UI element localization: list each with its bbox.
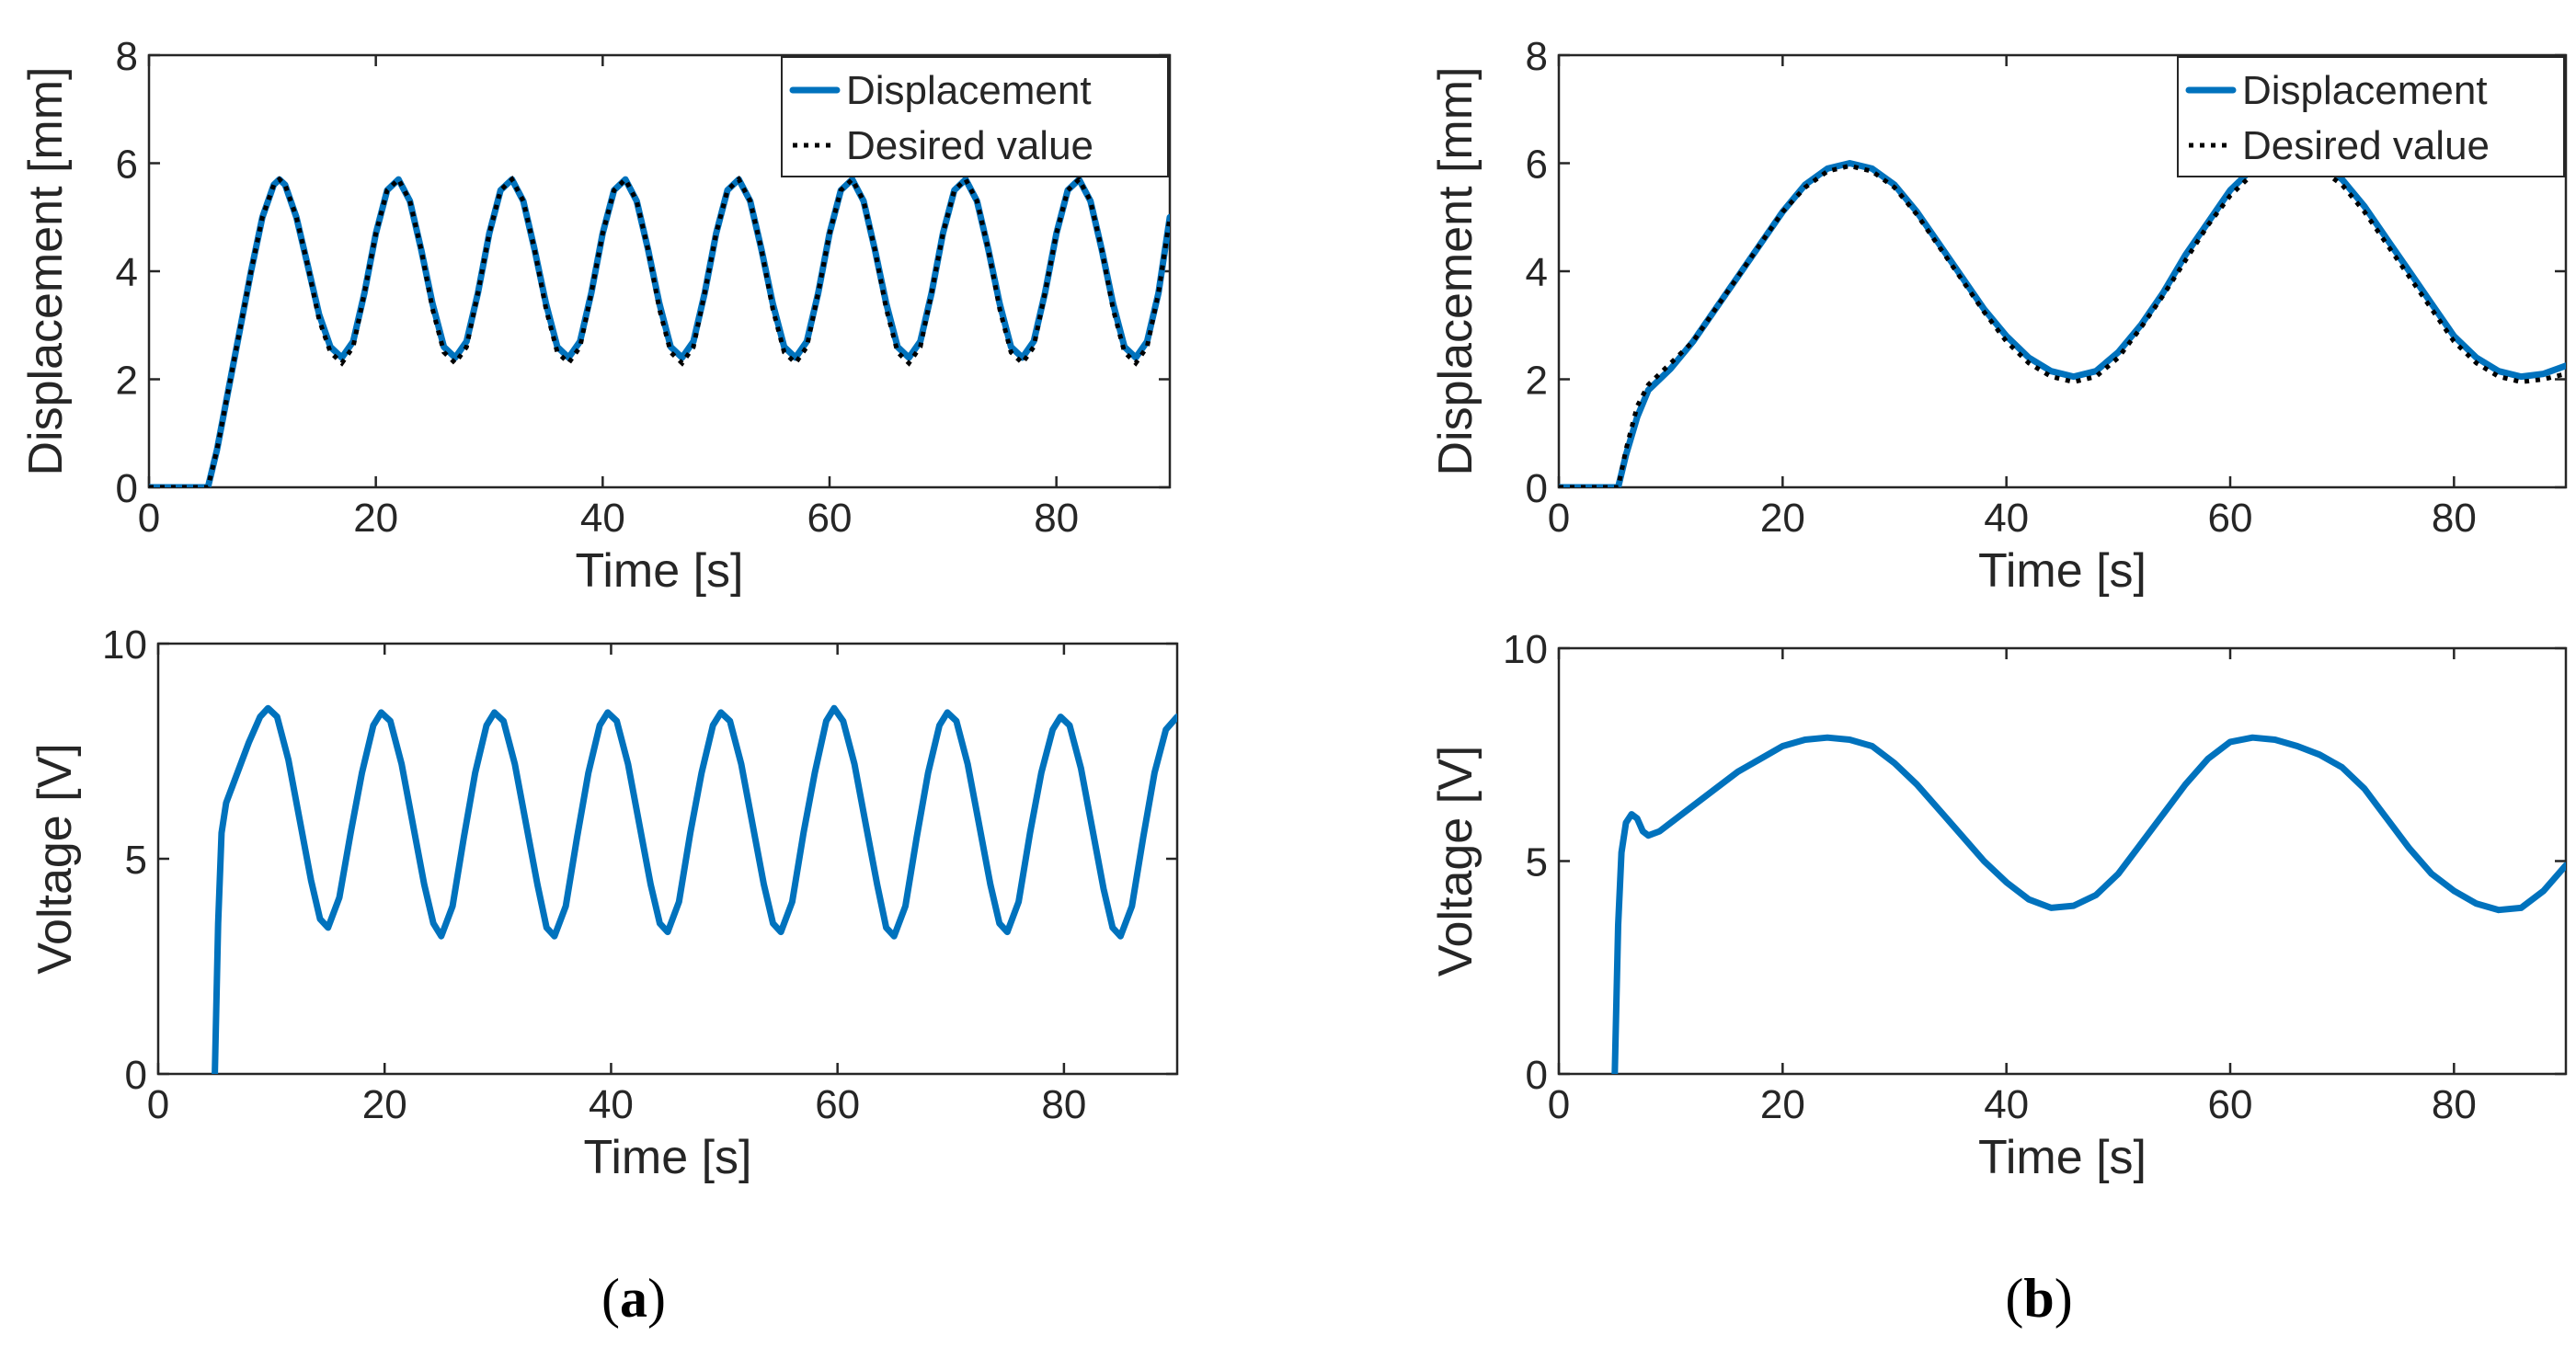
a-top-series-desired-value-line	[149, 175, 1170, 487]
b-top-x-tick-label: 80	[2432, 496, 2477, 541]
chart-b-top: 0 20 40 60 80 0 2 4 6 8 Time [s] Displacement [mm] D…	[1429, 34, 2568, 598]
b-bottom-series-voltage-line	[1611, 734, 2566, 1074]
a-top-x-tick-label: 20	[353, 496, 398, 541]
b-top-legend-label-displacement: Displacement	[2242, 68, 2488, 113]
a-bottom-x-axis-label: Time [s]	[584, 1131, 752, 1184]
a-bottom-x-tick-label: 0	[147, 1082, 169, 1127]
panel-label-b: (b)	[2005, 1268, 2072, 1329]
b-bottom-x-tick-label: 20	[1760, 1082, 1805, 1127]
b-top-legend-label-desired-value: Desired value	[2242, 123, 2490, 168]
a-top-y-tick-label: 8	[116, 34, 138, 79]
a-bottom-series-voltage-line	[212, 704, 1177, 1074]
a-top-legend-label-displacement: Displacement	[846, 68, 1092, 113]
b-top-x-tick-label: 60	[2208, 496, 2253, 541]
b-top-x-axis-label: Time [s]	[1978, 544, 2147, 598]
a-top-legend-label-desired-value: Desired value	[846, 123, 1093, 168]
a-top-legend-box	[781, 56, 1169, 177]
a-top-x-tick-label: 60	[807, 496, 853, 541]
a-bottom-plot-area	[156, 642, 1179, 1076]
a-bottom-y-axis-label: Voltage [V]	[29, 743, 82, 975]
a-bottom-x-tick-label: 20	[362, 1082, 407, 1127]
b-bottom-x-tick-label: 60	[2208, 1082, 2253, 1127]
b-bottom-plot-area	[1557, 646, 2568, 1076]
b-top-y-tick-label: 0	[1526, 466, 1548, 511]
a-top-y-tick-label: 2	[116, 359, 138, 404]
a-top-x-tick-label: 80	[1034, 496, 1079, 541]
b-top-y-tick-label: 6	[1526, 143, 1548, 188]
a-top-y-tick-label: 4	[116, 250, 138, 295]
a-top-x-tick-label: 40	[580, 496, 625, 541]
b-bottom-x-tick-label: 80	[2432, 1082, 2477, 1127]
a-bottom-x-tick-label: 60	[815, 1082, 860, 1127]
b-bottom-x-tick-label: 0	[1548, 1082, 1570, 1127]
b-top-y-tick-label: 8	[1526, 34, 1548, 79]
a-bottom-x-tick-label: 40	[589, 1082, 634, 1127]
b-top-series-desired-value-line	[1559, 160, 2566, 487]
b-bottom-x-tick-label: 40	[1984, 1082, 2029, 1127]
b-top-y-axis-label: Displacement [mm]	[1429, 67, 1483, 476]
b-top-y-tick-label: 2	[1526, 359, 1548, 404]
b-top-x-tick-label: 40	[1984, 496, 2029, 541]
a-top-y-axis-label: Displacement [mm]	[19, 67, 73, 476]
a-top-y-tick-label: 0	[116, 466, 138, 511]
a-top-series-displacement-line	[149, 176, 1170, 487]
a-bottom-y-tick-label: 0	[125, 1053, 147, 1098]
a-top-y-tick-label: 6	[116, 143, 138, 188]
b-bottom-y-tick-label: 10	[1503, 627, 1548, 672]
a-bottom-y-tick-label: 5	[125, 838, 147, 883]
chart-b-bottom: 0 20 40 60 80 0 5 10 Time [s] Voltage [V]	[1429, 627, 2568, 1184]
a-bottom-y-tick-label: 10	[102, 622, 147, 668]
b-top-x-tick-label: 20	[1760, 496, 1805, 541]
b-bottom-y-axis-label: Voltage [V]	[1429, 746, 1483, 977]
chart-a-bottom: 0 20 40 60 80 0 5 10 Time [s] Voltage [V]	[29, 622, 1179, 1184]
panel-label-a: (a)	[601, 1268, 666, 1329]
a-top-x-tick-label: 0	[138, 496, 160, 541]
b-top-legend-box	[2177, 56, 2565, 177]
b-top-y-tick-label: 4	[1526, 250, 1548, 295]
b-bottom-y-tick-label: 5	[1526, 840, 1548, 885]
a-top-x-axis-label: Time [s]	[576, 544, 744, 598]
a-bottom-x-tick-label: 80	[1041, 1082, 1086, 1127]
b-bottom-y-tick-label: 0	[1526, 1053, 1548, 1098]
b-top-x-tick-label: 0	[1548, 496, 1570, 541]
b-bottom-x-axis-label: Time [s]	[1978, 1131, 2147, 1184]
chart-a-top: 0 20 40 60 80 0 2 4 6 8 Time [s] Displacement [mm] D…	[19, 34, 1172, 598]
